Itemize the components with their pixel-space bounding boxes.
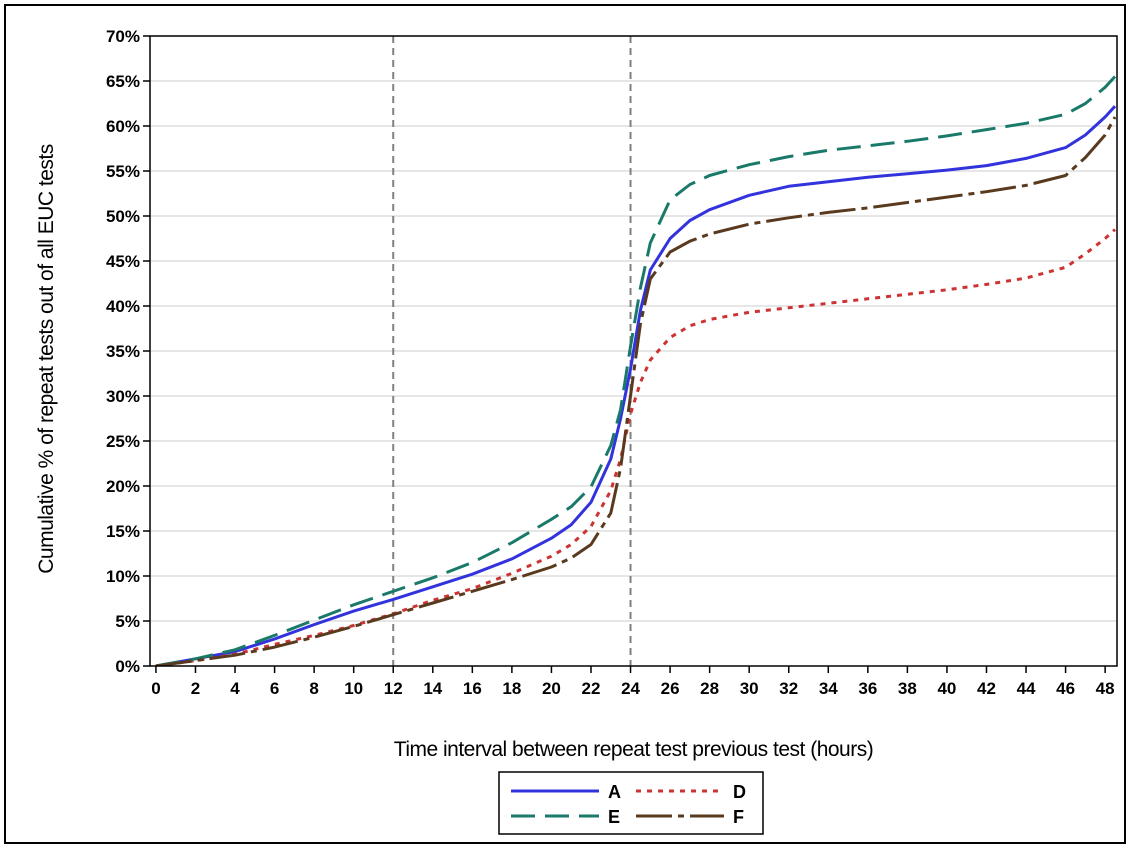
y-tick-label-1: 5% — [115, 612, 140, 631]
y-tick-label-12: 60% — [106, 117, 140, 136]
y-tick-label-9: 45% — [106, 252, 140, 271]
x-tick-label-7: 14 — [423, 679, 442, 698]
x-tick-label-24: 48 — [1096, 679, 1115, 698]
x-tick-label-20: 40 — [937, 679, 956, 698]
x-tick-label-1: 2 — [191, 679, 200, 698]
series-line-A — [155, 105, 1117, 666]
series-group — [155, 75, 1117, 666]
x-tick-label-10: 20 — [542, 679, 561, 698]
y-tick-label-2: 10% — [106, 567, 140, 586]
x-tick-label-14: 28 — [700, 679, 719, 698]
x-tick-label-23: 46 — [1056, 679, 1075, 698]
x-tick-label-13: 26 — [661, 679, 680, 698]
x-axis-title: Time interval between repeat test previo… — [394, 738, 873, 761]
legend: A D E F — [498, 771, 764, 835]
x-tick-label-8: 16 — [463, 679, 482, 698]
series-line-F — [155, 116, 1117, 666]
series-line-D — [155, 228, 1117, 666]
x-tick-label-6: 12 — [384, 679, 403, 698]
x-tick-label-19: 38 — [898, 679, 917, 698]
y-tick-label-7: 35% — [106, 342, 140, 361]
x-tick-label-22: 44 — [1017, 679, 1036, 698]
legend-label-D: D — [733, 782, 746, 802]
x-tick-label-3: 6 — [270, 679, 279, 698]
chart-frame — [4, 4, 1126, 844]
x-tick-label-0: 0 — [151, 679, 160, 698]
x-tick-label-9: 18 — [502, 679, 521, 698]
y-tick-label-11: 55% — [106, 162, 140, 181]
legend-label-F: F — [733, 807, 744, 827]
y-tick-label-6: 30% — [106, 387, 140, 406]
y-tick-label-10: 50% — [106, 207, 140, 226]
legend-label-E: E — [608, 807, 620, 827]
y-tick-label-14: 70% — [106, 27, 140, 46]
x-tick-label-2: 4 — [230, 679, 240, 698]
x-tick-label-21: 42 — [977, 679, 996, 698]
y-tick-label-3: 15% — [106, 522, 140, 541]
y-tick-label-13: 65% — [106, 72, 140, 91]
x-tick-label-17: 34 — [819, 679, 838, 698]
legend-box — [498, 771, 764, 835]
x-tick-label-12: 24 — [621, 679, 640, 698]
x-tick-label-15: 30 — [740, 679, 759, 698]
series-line-E — [155, 75, 1117, 666]
y-tick-label-0: 0% — [115, 657, 140, 676]
y-tick-label-5: 25% — [106, 432, 140, 451]
legend-label-A: A — [608, 782, 621, 802]
x-tick-label-5: 10 — [344, 679, 363, 698]
x-tick-label-18: 36 — [858, 679, 877, 698]
x-tick-label-16: 32 — [779, 679, 798, 698]
x-tick-label-11: 22 — [582, 679, 601, 698]
y-axis-title: Cumulative % of repeat tests out of all … — [35, 144, 58, 574]
y-tick-label-8: 40% — [106, 297, 140, 316]
x-tick-label-4: 8 — [309, 679, 318, 698]
y-tick-label-4: 20% — [106, 477, 140, 496]
